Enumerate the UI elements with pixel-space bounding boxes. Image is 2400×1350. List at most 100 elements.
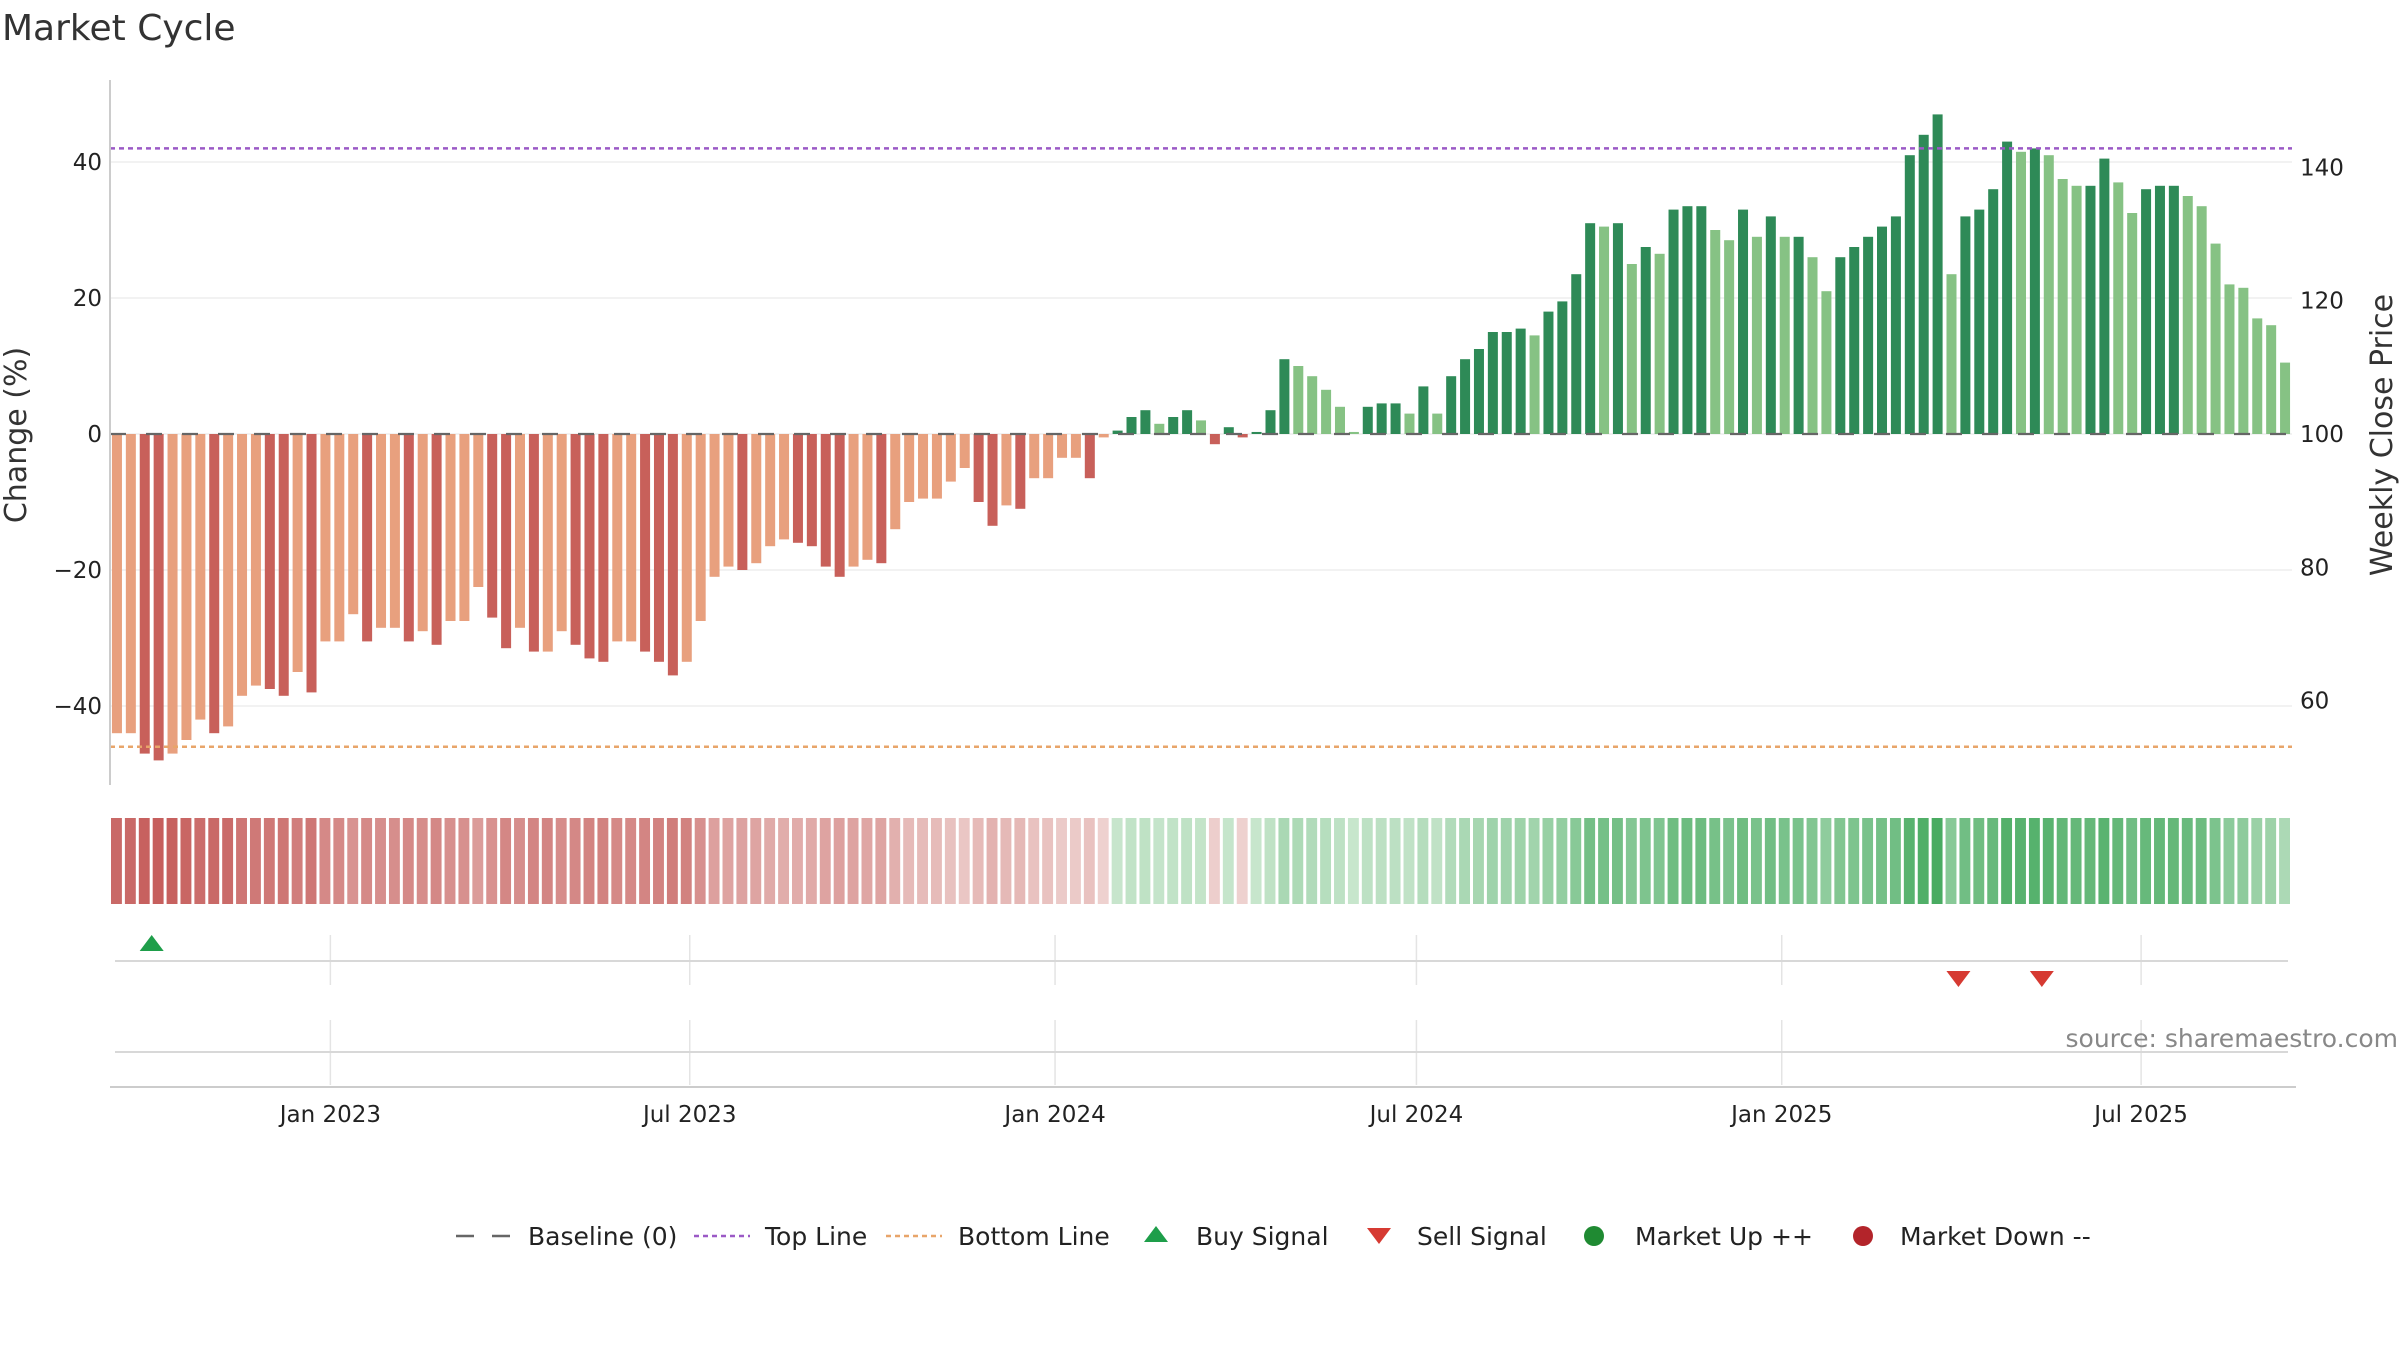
change-bar [584,434,595,659]
legend-swatch [1584,1226,1604,1246]
band-cell [1445,818,1457,904]
change-bar [918,434,929,499]
change-bar [2015,151,2026,435]
change-bar [1321,389,1332,434]
band-cell [1653,818,1665,904]
band-cell [722,818,734,904]
change-bar [681,434,692,662]
change-bar [2224,284,2235,434]
band-cell [1848,818,1860,904]
change-bar [2085,185,2096,434]
band-cell [1111,818,1123,904]
change-bar [237,434,248,696]
change-bar [1473,349,1484,434]
change-bar [1001,434,1012,506]
y-left-tick-label: 40 [73,150,102,176]
legend-label: Buy Signal [1196,1222,1329,1251]
band-cell [194,818,206,904]
band-cell [319,818,331,904]
band-cell [1278,818,1290,904]
band-cell [2112,818,2124,904]
change-bar [1543,311,1554,434]
change-bar [1293,366,1304,434]
change-bar [876,434,887,564]
band-cell [1195,818,1206,904]
change-bar [556,434,567,632]
band-cell [1959,818,1971,904]
band-cell [277,818,289,904]
band-cell [222,818,234,904]
band-cell [444,818,456,904]
change-bar [987,434,998,526]
band-cell [402,818,414,904]
y-right-tick-label: 60 [2300,689,2329,715]
band-cell [1806,818,1818,904]
band-cell [249,818,261,904]
band-cell [1334,818,1345,904]
legend-label: Baseline (0) [528,1222,677,1251]
band-cell [2279,818,2290,904]
legend-label: Bottom Line [958,1222,1110,1251]
band-cell [1611,818,1623,904]
band-cell [458,818,470,904]
change-bar [1974,209,1985,434]
change-bar [111,434,122,734]
change-bar [945,434,956,482]
band-cell [2028,818,2040,904]
band-cell [1236,818,1248,904]
change-bar [1738,209,1749,434]
legend-label: Market Up ++ [1635,1222,1813,1251]
band-cell [1528,818,1540,904]
change-bar [389,434,400,628]
band-cell [1889,818,1901,904]
change-bar [1070,434,1081,458]
change-bar [2029,148,2040,434]
x-tick-label: Jan 2023 [278,1102,381,1128]
change-bar [779,434,790,540]
band-cell [736,818,748,904]
change-bar [2266,325,2277,434]
change-bar [1279,359,1290,434]
change-bar [306,434,317,693]
band-cell [124,818,136,904]
change-bar [1098,434,1109,438]
change-bar [1807,257,1818,434]
band-cell [1876,818,1887,904]
band-cell [1320,818,1332,904]
change-bar [1724,240,1735,434]
change-bar [1612,223,1623,434]
band-cell [2251,818,2263,904]
band-cell [416,818,428,904]
x-tick-label: Jan 2025 [1729,1102,1832,1128]
change-bar [1084,434,1095,479]
change-bar [1390,403,1401,434]
change-bar [2182,196,2193,434]
change-bar [167,434,178,754]
band-cell [1292,818,1304,904]
change-bar [598,434,609,662]
change-bar [1585,223,1596,434]
change-bar [1682,206,1693,434]
change-bar [973,434,984,502]
change-bar [1835,257,1846,434]
change-bar [542,434,553,652]
band-cell [1208,818,1220,904]
band-cell [541,818,553,904]
band-cell [2140,818,2152,904]
change-bar [459,434,470,621]
change-bar [695,434,706,621]
band-cell [1945,818,1957,904]
band-cell [2181,818,2193,904]
band-cell [1862,818,1874,904]
change-bar [1168,417,1179,434]
change-bar [125,434,136,734]
change-bar [1599,226,1610,434]
change-bar [1904,155,1915,434]
band-cell [611,818,623,904]
change-bar [528,434,539,652]
band-cell [1598,818,1609,904]
band-cell [986,818,998,904]
band-cell [708,818,720,904]
band-cell [361,818,373,904]
band-cell [805,818,817,904]
